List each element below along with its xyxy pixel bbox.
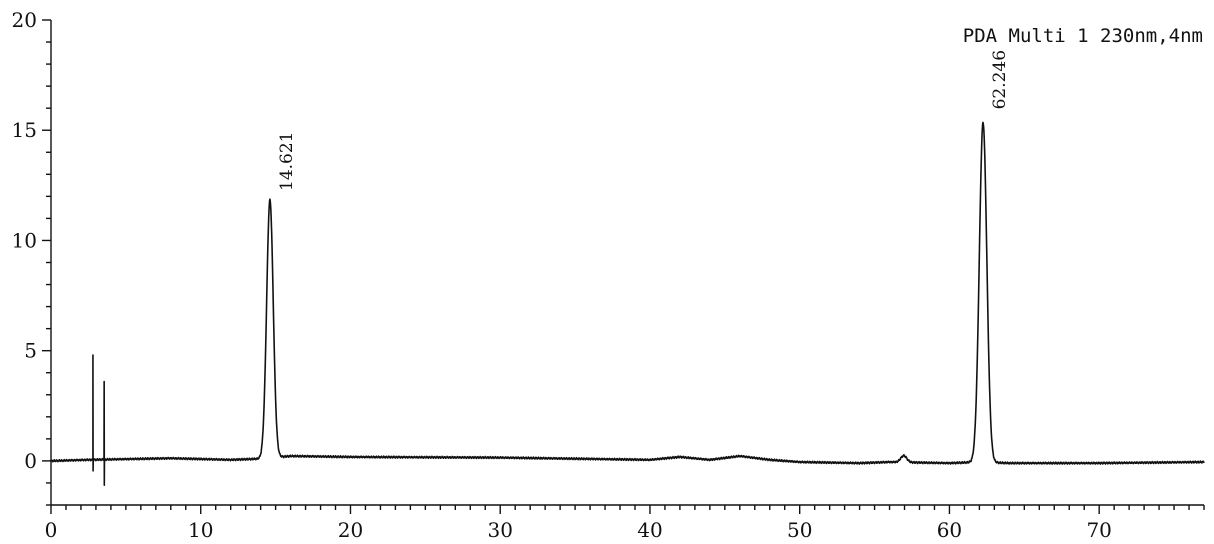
legend-label: PDA Multi 1 230nm,4nm — [963, 25, 1203, 47]
x-tick-label: 0 — [45, 518, 58, 542]
peak-label: 14.621 — [277, 131, 297, 190]
x-tick-label: 50 — [787, 518, 812, 542]
y-tick-label: 0 — [24, 449, 37, 473]
y-tick-label: 15 — [12, 118, 37, 142]
y-tick-label: 10 — [12, 228, 37, 252]
x-tick-label: 70 — [1086, 518, 1111, 542]
chromatogram-trace — [50, 121, 1205, 486]
axis-frame — [50, 20, 1204, 506]
x-tick-label: 40 — [637, 518, 662, 542]
x-tick-label: 10 — [188, 518, 213, 542]
y-tick-label: 5 — [24, 339, 37, 363]
x-tick-label: 20 — [338, 518, 363, 542]
chart-axes: 0 5 10 15 20 0 10 20 30 40 50 60 70 — [12, 8, 1205, 542]
x-tick-label: 60 — [937, 518, 962, 542]
y-tick-label: 20 — [12, 8, 37, 32]
peak-labels: 14.621 62.246 — [277, 50, 1010, 191]
x-tick-label: 30 — [487, 518, 512, 542]
peak-label: 62.246 — [990, 50, 1010, 109]
